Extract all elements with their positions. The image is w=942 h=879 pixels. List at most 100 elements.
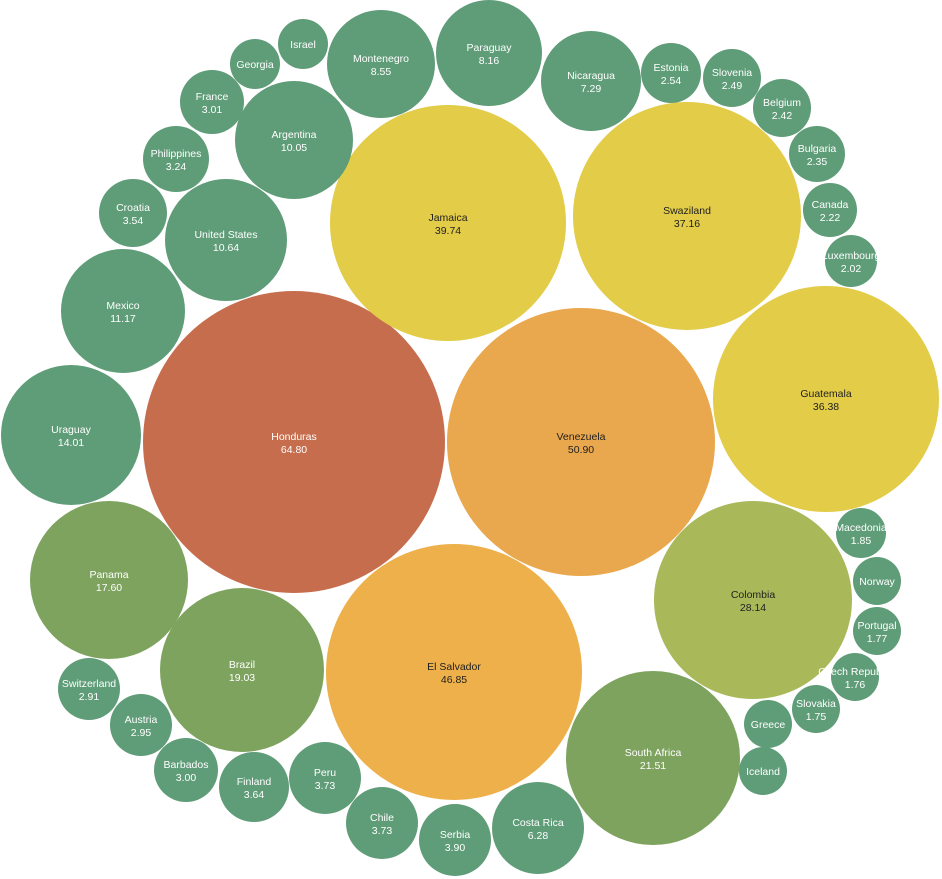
bubble-circle-panama[interactable]: [30, 501, 188, 659]
bubble-circle-honduras[interactable]: [143, 291, 445, 593]
bubble-value-label: 1.85: [851, 535, 872, 547]
bubble-circle-mexico[interactable]: [61, 249, 185, 373]
bubble-name-label: Belgium: [763, 97, 801, 109]
bubble-name-label: Finland: [237, 776, 272, 788]
bubble-circle-uraguay[interactable]: [1, 365, 141, 505]
bubble-circle-paraguay[interactable]: [436, 0, 542, 106]
bubble-circle-chile[interactable]: [346, 787, 418, 859]
bubble-name-label: Montenegro: [353, 53, 409, 65]
bubble-circle-norway[interactable]: [853, 557, 901, 605]
bubble-circle-georgia[interactable]: [230, 39, 280, 89]
bubble-circle-guatemala[interactable]: [713, 286, 939, 512]
bubble-circle-venezuela[interactable]: [447, 308, 715, 576]
bubble-value-label: 3.90: [445, 842, 466, 854]
bubble-name-label: Brazil: [229, 659, 255, 671]
bubble-circle-brazil[interactable]: [160, 588, 324, 752]
bubble-circle-iceland[interactable]: [739, 747, 787, 795]
bubble-value-label: 64.80: [281, 444, 307, 456]
bubble-norway[interactable]: Norway: [853, 557, 901, 605]
bubble-circle-philippines[interactable]: [143, 126, 209, 192]
bubble-circle-montenegro[interactable]: [327, 10, 435, 118]
bubble-circle-barbados[interactable]: [154, 738, 218, 802]
bubble-circle-swaziland[interactable]: [573, 102, 801, 330]
bubble-circle-austria[interactable]: [110, 694, 172, 756]
bubble-circle-jamaica[interactable]: [330, 105, 566, 341]
bubble-circle-costa-rica[interactable]: [492, 782, 584, 874]
bubble-circle-colombia[interactable]: [654, 501, 852, 699]
bubble-circle-israel[interactable]: [278, 19, 328, 69]
bubble-circle-nicaragua[interactable]: [541, 31, 641, 131]
bubble-circle-switzerland[interactable]: [58, 658, 120, 720]
bubble-circle-luxembourg[interactable]: [825, 235, 877, 287]
bubble-circle-greece[interactable]: [744, 700, 792, 748]
bubble-circle-estonia[interactable]: [641, 43, 701, 103]
bubble-value-label: 2.35: [807, 156, 828, 168]
bubble-circle-bulgaria[interactable]: [789, 126, 845, 182]
bubble-circle-czech-republic[interactable]: [831, 653, 879, 701]
bubble-circle-south-africa[interactable]: [566, 671, 740, 845]
bubble-circle-el-salvador[interactable]: [326, 544, 582, 800]
bubble-name-label: Switzerland: [62, 678, 116, 690]
bubble-circle-finland[interactable]: [219, 752, 289, 822]
bubble-greece[interactable]: Greece: [744, 700, 792, 748]
bubble-name-label: Austria: [125, 714, 158, 726]
bubble-iceland[interactable]: Iceland: [739, 747, 787, 795]
bubble-circle-slovenia[interactable]: [703, 49, 761, 107]
bubble-circle-peru[interactable]: [289, 742, 361, 814]
bubble-circle-belgium[interactable]: [753, 79, 811, 137]
bubble-value-label: 19.03: [229, 672, 255, 684]
bubble-circle-slovakia[interactable]: [792, 685, 840, 733]
bubble-circle-portugal[interactable]: [853, 607, 901, 655]
bubble-value-label: 3.73: [372, 825, 393, 837]
bubble-circle-france[interactable]: [180, 70, 244, 134]
bubble-circle-united-states[interactable]: [165, 179, 287, 301]
bubble-name-label: Paraguay: [467, 42, 513, 54]
bubble-circle-macedonia[interactable]: [836, 508, 886, 558]
bubble-circle-canada[interactable]: [803, 183, 857, 237]
bubble-circle-argentina[interactable]: [235, 81, 353, 199]
bubble-circle-croatia[interactable]: [99, 179, 167, 247]
bubble-georgia[interactable]: Georgia: [230, 39, 280, 89]
bubble-value-label: 3.64: [244, 789, 265, 801]
bubble-circle-serbia[interactable]: [419, 804, 491, 876]
bubble-israel[interactable]: Israel: [278, 19, 328, 69]
